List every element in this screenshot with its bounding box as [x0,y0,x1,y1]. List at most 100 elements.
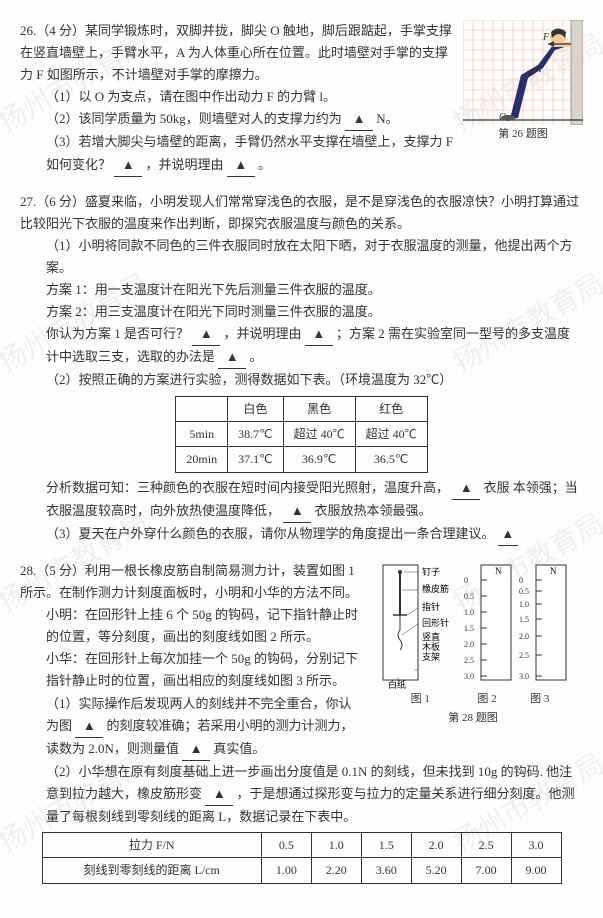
svg-text:木板: 木板 [422,641,440,652]
svg-text:1.5: 1.5 [464,624,474,633]
q27-plan1: 方案 1：用一支温度计在阳光下先后测量三件衣服的温度。 [20,279,583,301]
q26-s3-suf: 。 [258,157,271,172]
td: 3.60 [361,858,411,883]
blank: ▲ [192,323,220,346]
td: 5min [176,421,228,446]
q28-table: 拉力 F/N 0.5 1.0 1.5 2.0 2.5 3.0 刻线到零刻线的距离… [42,832,562,884]
svg-text:指针: 指针 [422,601,440,612]
q26-s3-mid: ，并说明理由 [146,157,224,172]
figure-28-captions: 图 1 图 2 图 3 [363,690,583,709]
q27-an-mid3: 衣服放热本领最强。 [315,503,432,518]
fig1-caption: 图 1 [381,690,459,709]
th: 红色 [355,396,427,421]
question-number: 27. [20,194,36,209]
th: 黑色 [283,396,355,421]
q27-an-mid: 衣服 [484,480,510,495]
question-stem: 某同学锻炼时，双脚并拢，脚尖 O 触地，脚后跟踮起，手掌支撑在竖直墙壁上，手臂水… [20,23,452,82]
td: 1.00 [261,858,311,883]
th: 刻线到零刻线的距离 L/cm [42,858,261,883]
question-points: （6 分） [36,194,85,209]
q27-analysis: 分析数据可知：三种颜色的衣服在短时间内接受阳光照射，温度升高， ▲ 衣服 本领强… [20,477,583,523]
figure-28-1-svg: 钉子 橡皮筋 指针 回形针 竖直 木板 支架 白纸 [378,560,458,690]
td: 超过 40℃ [283,421,355,446]
td: 0.5 [261,833,311,858]
td: 36.9℃ [283,447,355,472]
td: 2.5 [461,833,511,858]
q27-ask1-suf: 。 [250,349,263,364]
td: 5.20 [411,858,461,883]
figure-26: F A O 第 26 题图 [463,20,583,140]
td: 1.5 [361,833,411,858]
question-26: F A O 第 26 题图 26.（4 分）某同学锻炼时，双脚并拢，脚尖 O 触… [20,20,583,177]
question-number: 26. [20,23,36,38]
svg-text:3.0: 3.0 [519,672,529,681]
td: 3.0 [511,833,561,858]
q27-ask1-pre: 你认为方案 1 是否可行？ [46,326,189,341]
svg-text:2.5: 2.5 [464,656,474,665]
fig3-caption: 图 3 [515,690,565,709]
figure-26-svg: F A O [463,20,583,125]
td: 38.7℃ [228,421,283,446]
q27-ask1-mid: ，并说明理由 [224,326,302,341]
question-points: （5 分） [36,563,85,578]
svg-text:2.5: 2.5 [519,651,529,660]
blank: ▲ [305,323,333,346]
q28-s2: （2）小华想在原有刻度基础上进一步画出分度值是 0.1N 的刻线，但未找到 10… [20,761,583,828]
q27-s1: （1）小明将同款不同色的三件衣服同时放在太阳下晒，对于衣服温度的测量，他提出两个… [20,235,583,279]
svg-text:0.5: 0.5 [519,587,529,596]
td: 超过 40℃ [355,421,427,446]
blank: ▲ [283,500,311,523]
svg-text:2.0: 2.0 [519,632,529,641]
blank: ▲ [498,523,518,546]
q27-s3: （3）夏天在户外穿什么颜色的衣服，请你从物理学的角度提出一条合理建议。 ▲ [20,523,583,546]
svg-text:0: 0 [464,576,468,585]
q27-s3-pre: （3）夏天在户外穿什么颜色的衣服，请你从物理学的角度提出一条合理建议。 [46,526,495,541]
figure-28-3-svg: N 0 0.5 1.0 1.5 2.0 2.5 3.0 [516,560,568,690]
svg-text:1.5: 1.5 [519,615,529,624]
td: 20min [176,447,228,472]
svg-text:橡皮筋: 橡皮筋 [422,583,449,594]
td: 9.00 [511,858,561,883]
svg-text:0: 0 [519,576,523,585]
svg-text:回形针: 回形针 [422,617,449,628]
blank: ▲ [182,738,210,761]
figure-28-label: 第 28 题图 [363,709,583,728]
q27-an-pre: 分析数据可知：三种颜色的衣服在短时间内接受阳光照射，温度升高， [46,480,449,495]
th: 白色 [228,396,283,421]
figure-26-caption: 第 26 题图 [498,128,548,140]
svg-text:1.0: 1.0 [519,600,529,609]
th [176,396,228,421]
svg-text:竖直: 竖直 [422,631,440,642]
svg-text:N: N [495,566,502,576]
question-number: 28. [20,563,36,578]
q26-s2-suf: N。 [376,111,398,126]
th: 拉力 F/N [42,833,261,858]
q26-s2-pre: （2）该同学质量为 50kg，则墙壁对人的支撑力约为 [46,111,342,126]
svg-text:钉子: 钉子 [422,567,440,577]
fig2-caption: 图 2 [462,690,512,709]
svg-text:1.0: 1.0 [464,608,474,617]
blank: ▲ [345,108,373,131]
question-28: 钉子 橡皮筋 指针 回形针 竖直 木板 支架 白纸 N 0 0.5 1.0 1.… [20,560,583,884]
figure-28: 钉子 橡皮筋 指针 回形针 竖直 木板 支架 白纸 N 0 0.5 1.0 1.… [363,560,583,727]
svg-text:F: F [542,32,550,43]
blank: ▲ [75,715,103,738]
question-points: （4 分） [36,23,85,38]
td: 2.0 [411,833,461,858]
q27-s2: （2）按照正确的方案进行实验，测得数据如下表。（环境温度为 32℃） [20,369,583,391]
svg-text:N: N [550,566,557,576]
blank: ▲ [452,477,480,500]
blank: ▲ [114,154,142,177]
svg-text:2.0: 2.0 [464,640,474,649]
blank: ▲ [205,783,233,806]
td: 7.00 [461,858,511,883]
svg-text:A: A [534,64,542,75]
td: 2.20 [311,858,361,883]
figure-28-2-svg: N 0 0.5 1.0 1.5 2.0 2.5 3.0 [461,560,513,690]
td: 1.0 [311,833,361,858]
q27-table: 白色 黑色 红色 5min 38.7℃ 超过 40℃ 超过 40℃ 20min … [175,396,427,473]
q27-ask1: 你认为方案 1 是否可行？ ▲ ，并说明理由 ▲ ；方案 2 需在实验室同一型号… [20,323,583,369]
td: 37.1℃ [228,447,283,472]
svg-text:0.5: 0.5 [464,592,474,601]
td: 36.5℃ [355,447,427,472]
